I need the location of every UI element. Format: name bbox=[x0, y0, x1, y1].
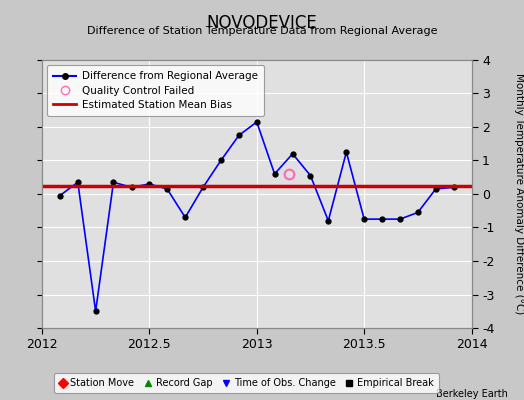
Text: Difference of Station Temperature Data from Regional Average: Difference of Station Temperature Data f… bbox=[87, 26, 437, 36]
Legend: Difference from Regional Average, Quality Control Failed, Estimated Station Mean: Difference from Regional Average, Qualit… bbox=[47, 65, 264, 116]
Y-axis label: Monthly Temperature Anomaly Difference (°C): Monthly Temperature Anomaly Difference (… bbox=[514, 73, 524, 315]
Text: Berkeley Earth: Berkeley Earth bbox=[436, 389, 508, 399]
Legend: Station Move, Record Gap, Time of Obs. Change, Empirical Break: Station Move, Record Gap, Time of Obs. C… bbox=[54, 374, 439, 393]
Text: NOVODEVICE: NOVODEVICE bbox=[206, 14, 318, 32]
